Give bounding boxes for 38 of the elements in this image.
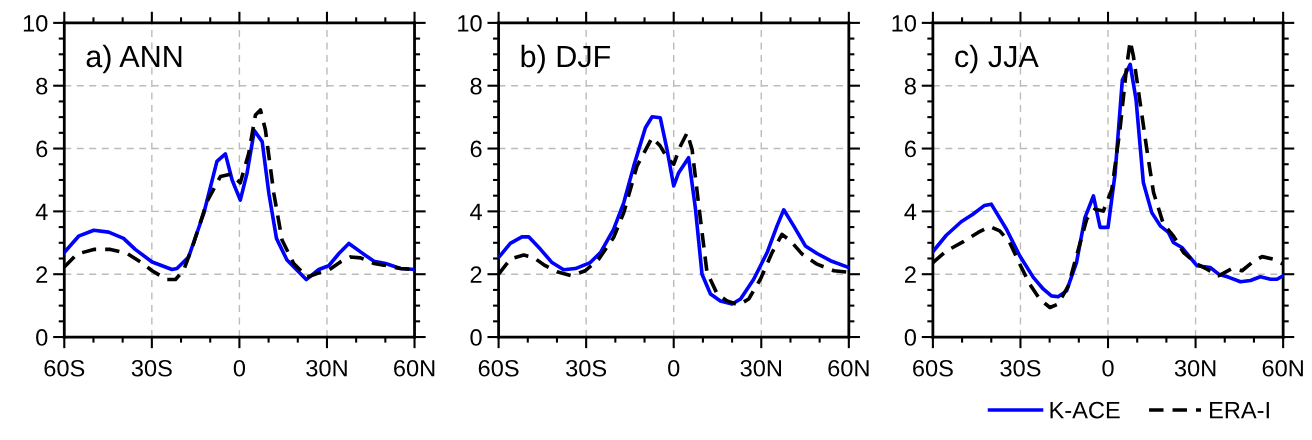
x-tick-label: 30S xyxy=(131,359,172,377)
y-tick-label: 4 xyxy=(470,203,482,220)
y-tick-label: 8 xyxy=(904,77,916,95)
y-tick-label: 2 xyxy=(36,266,48,283)
x-tick-label: 60N xyxy=(394,359,435,377)
x-tick-label: 60N xyxy=(828,359,869,377)
x-tick-label: 0 xyxy=(668,359,680,377)
y-tick-label: 4 xyxy=(35,203,48,220)
y-tick-label: 2 xyxy=(470,266,482,283)
x-tick-label: 0 xyxy=(233,359,246,377)
text: c) JJA xyxy=(955,44,1039,74)
y-tick-label: 0 xyxy=(904,329,916,346)
x-tick-label: 60S xyxy=(44,359,85,377)
y-tick-label: 2 xyxy=(904,266,916,283)
y-tick-label: 8 xyxy=(36,77,48,95)
x-tick-label: 60N xyxy=(1262,359,1303,377)
y-tick-label: 4 xyxy=(904,203,917,220)
y-tick-label: 10 xyxy=(458,14,482,32)
legend-label: ERA-I xyxy=(1210,402,1269,419)
y-tick-label: 6 xyxy=(904,140,916,158)
text: a) ANN xyxy=(86,44,182,74)
text: b) DJF xyxy=(521,44,611,74)
x-tick-label: 30N xyxy=(740,359,782,377)
x-tick-label: 0 xyxy=(1102,359,1114,377)
legend-label: K-ACE xyxy=(1050,401,1120,419)
y-tick-label: 10 xyxy=(892,14,916,32)
y-tick-label: 0 xyxy=(36,329,48,346)
x-tick-label: 30S xyxy=(1000,359,1041,377)
y-tick-label: 6 xyxy=(36,140,48,158)
y-tick-label: 8 xyxy=(470,77,482,95)
x-tick-label: 30N xyxy=(1174,359,1216,377)
y-tick-label: 10 xyxy=(23,14,48,32)
x-tick-label: 60S xyxy=(478,359,519,377)
x-tick-label: 30N xyxy=(306,359,347,377)
x-tick-label: 60S xyxy=(913,359,953,377)
y-tick-label: 6 xyxy=(470,140,482,158)
x-tick-label: 30S xyxy=(566,359,607,377)
y-tick-label: 0 xyxy=(470,329,482,346)
